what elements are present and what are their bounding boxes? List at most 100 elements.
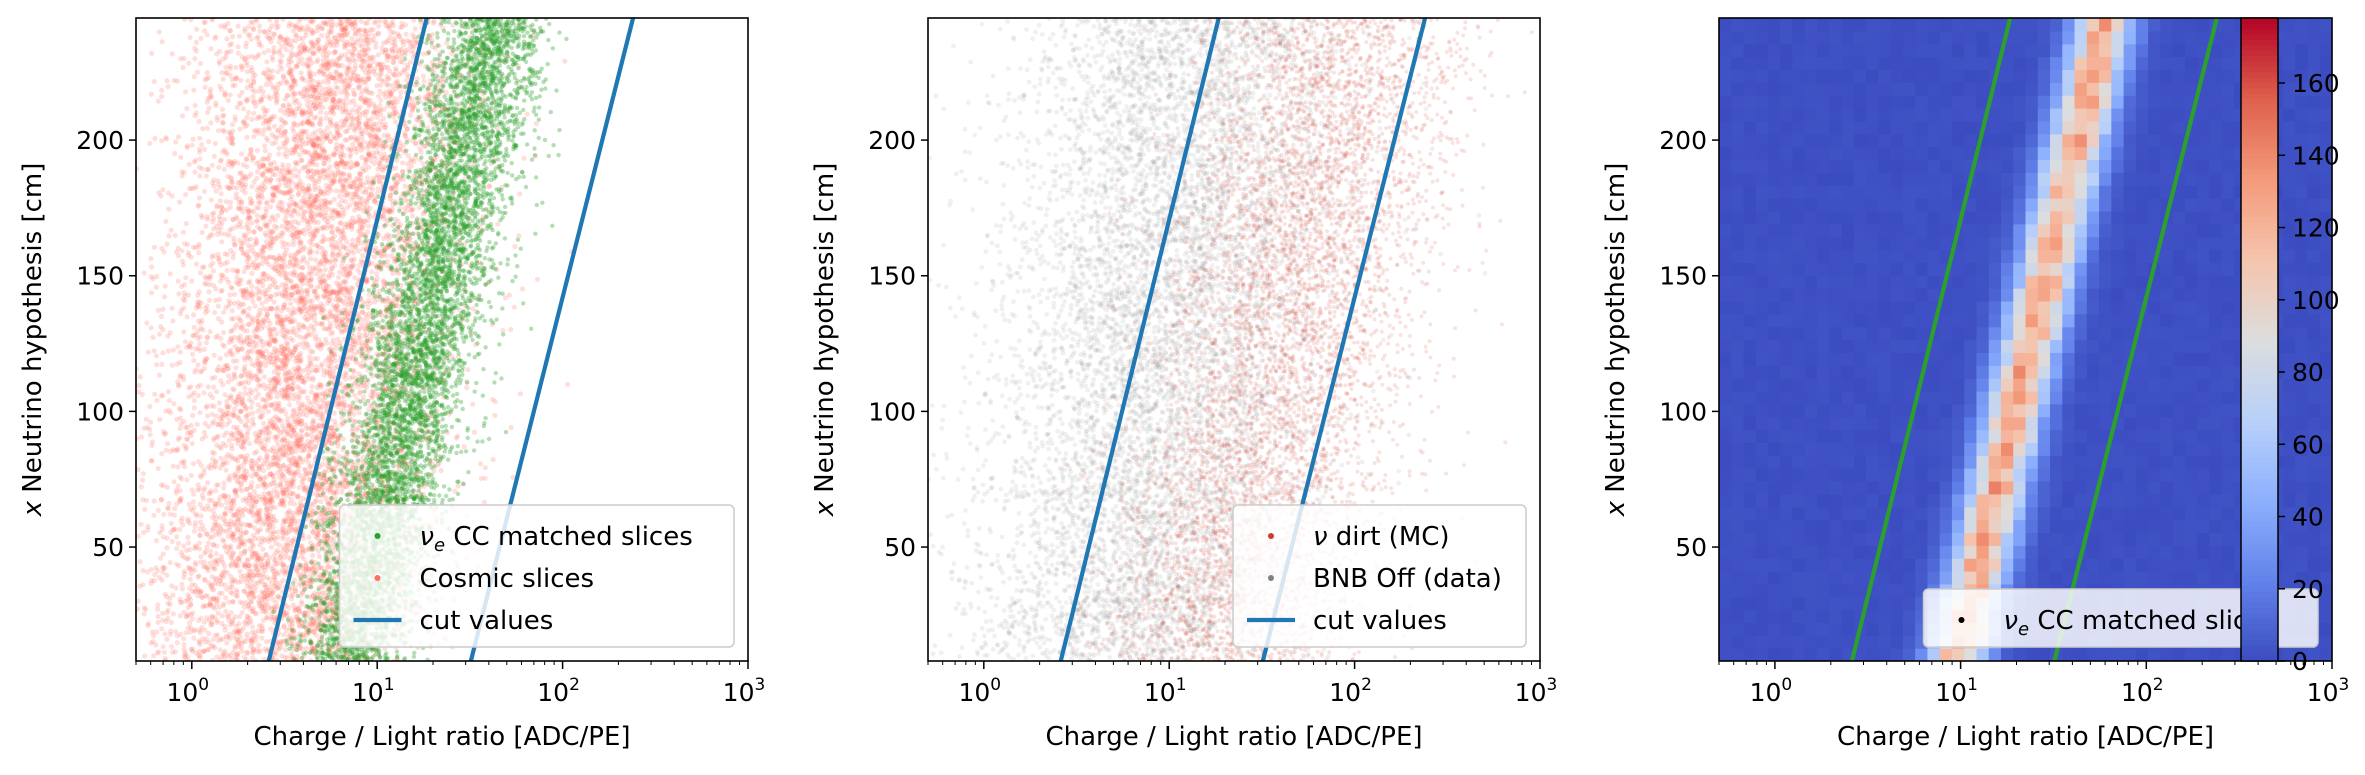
data-point xyxy=(218,445,224,451)
data-point xyxy=(310,230,316,236)
data-point xyxy=(190,610,196,616)
data-point xyxy=(381,235,387,241)
data-point xyxy=(290,238,297,244)
data-point xyxy=(291,263,297,269)
data-point xyxy=(254,555,260,561)
data-point xyxy=(406,39,413,45)
data-point xyxy=(330,329,336,335)
data-point xyxy=(169,305,175,311)
data-point xyxy=(324,579,330,585)
data-point xyxy=(268,81,274,87)
data-point xyxy=(241,445,247,451)
data-point xyxy=(257,369,263,375)
data-point xyxy=(342,292,348,298)
data-point xyxy=(137,374,143,380)
data-point xyxy=(381,106,387,112)
data-point xyxy=(177,526,183,533)
data-point xyxy=(235,44,241,50)
data-point xyxy=(250,298,256,305)
data-point xyxy=(358,32,364,39)
data-point xyxy=(441,147,447,153)
data-point xyxy=(357,124,363,130)
data-point xyxy=(256,51,262,58)
data-point xyxy=(212,645,218,651)
data-point xyxy=(272,172,278,178)
data-point xyxy=(207,560,213,566)
data-point xyxy=(244,114,250,120)
data-point xyxy=(155,613,161,620)
data-point xyxy=(306,202,312,208)
data-point xyxy=(269,23,275,29)
data-point xyxy=(265,460,271,467)
data-point xyxy=(305,438,311,445)
data-point xyxy=(449,193,455,199)
data-point xyxy=(202,506,208,512)
data-point xyxy=(244,557,250,563)
data-point xyxy=(204,544,210,551)
data-point xyxy=(136,389,142,395)
data-point xyxy=(289,386,295,392)
data-point xyxy=(228,284,234,290)
data-point xyxy=(244,164,250,170)
data-point xyxy=(187,576,193,582)
data-point xyxy=(392,419,398,425)
data-point xyxy=(237,391,243,397)
data-point xyxy=(344,116,350,122)
data-point xyxy=(359,353,366,359)
data-point xyxy=(470,401,476,407)
data-point xyxy=(235,180,241,186)
data-point xyxy=(374,271,380,277)
data-point xyxy=(274,235,280,242)
data-point xyxy=(226,298,232,304)
data-point xyxy=(242,385,248,391)
data-point xyxy=(178,154,184,160)
data-point xyxy=(244,613,250,619)
data-point xyxy=(152,136,158,142)
data-point xyxy=(232,614,238,620)
data-point xyxy=(148,256,154,262)
data-point xyxy=(277,430,283,436)
data-point xyxy=(351,337,357,343)
data-point xyxy=(286,206,292,212)
data-point xyxy=(420,51,426,57)
data-point xyxy=(244,617,250,624)
data-point xyxy=(254,18,260,24)
data-point xyxy=(303,412,309,418)
data-point xyxy=(286,402,293,408)
data-point xyxy=(300,566,306,572)
data-point xyxy=(177,372,184,379)
data-point xyxy=(174,534,180,540)
data-point xyxy=(261,163,267,169)
data-point xyxy=(290,242,297,248)
data-point xyxy=(307,57,313,63)
data-point xyxy=(434,104,440,110)
data-point xyxy=(370,27,376,33)
data-point xyxy=(318,342,324,348)
data-point xyxy=(345,272,351,278)
data-point xyxy=(231,497,237,503)
data-point xyxy=(314,135,320,141)
data-point xyxy=(229,137,235,143)
data-point xyxy=(151,498,157,504)
data-point xyxy=(300,129,306,135)
data-point xyxy=(520,286,526,292)
data-point xyxy=(241,307,247,314)
data-point xyxy=(159,93,165,99)
data-point xyxy=(241,337,247,343)
data-point xyxy=(206,105,212,111)
data-point xyxy=(336,454,343,460)
data-point xyxy=(151,244,158,250)
data-point xyxy=(198,559,204,565)
data-point xyxy=(282,271,288,277)
data-point xyxy=(310,349,316,355)
data-point xyxy=(158,482,164,488)
data-point xyxy=(360,299,366,305)
data-point xyxy=(239,89,245,95)
data-point xyxy=(139,391,145,398)
data-point xyxy=(419,384,425,391)
data-point xyxy=(508,424,514,431)
data-point xyxy=(298,70,304,76)
data-point xyxy=(273,451,279,458)
data-point xyxy=(388,137,394,143)
data-point xyxy=(282,564,288,570)
